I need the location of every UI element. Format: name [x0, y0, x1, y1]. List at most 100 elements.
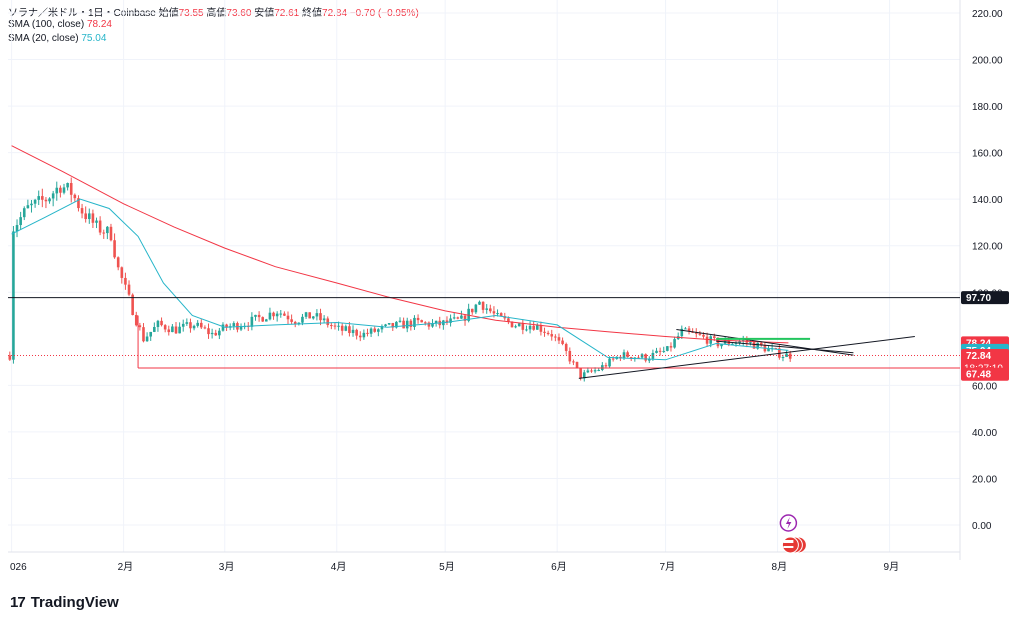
candle — [286, 311, 290, 325]
candle — [203, 325, 207, 330]
candle — [214, 329, 218, 336]
legend-sma20[interactable]: SMA (20, close) 75.04 — [8, 33, 106, 44]
candle — [156, 319, 160, 332]
candle — [326, 316, 330, 328]
candle — [142, 323, 145, 343]
candle — [301, 313, 304, 326]
candle — [181, 319, 185, 332]
candle — [319, 308, 322, 326]
candle — [116, 256, 120, 271]
candle — [626, 350, 629, 358]
candle — [178, 322, 181, 334]
candle — [171, 324, 174, 333]
candle — [106, 226, 109, 240]
candle — [673, 336, 676, 349]
candle — [66, 182, 69, 191]
candle — [330, 322, 333, 330]
candle — [554, 334, 557, 342]
candle — [62, 183, 66, 195]
candle — [15, 219, 19, 238]
x-tick-label: 6月 — [551, 561, 567, 573]
candle — [355, 328, 358, 340]
y-tick-label: 160.00 — [972, 149, 1003, 160]
candle — [48, 197, 51, 204]
candle — [416, 314, 420, 324]
candle — [8, 351, 12, 361]
candle — [153, 322, 156, 333]
legend-sma100[interactable]: SMA (100, close) 78.24 — [8, 19, 112, 30]
candle — [785, 350, 788, 358]
candle — [456, 316, 460, 320]
x-tick-label: 3月 — [219, 561, 235, 573]
candle — [687, 325, 691, 335]
candle — [290, 314, 293, 325]
candles — [8, 177, 792, 382]
candle — [69, 177, 73, 203]
y-tick-label: 0.00 — [972, 521, 992, 532]
candle — [275, 311, 279, 322]
y-tick-label: 20.00 — [972, 474, 997, 485]
candle — [59, 185, 62, 198]
candle — [145, 332, 149, 342]
us-flag-events-icon[interactable] — [781, 536, 807, 554]
candle — [514, 324, 517, 329]
candle — [525, 325, 528, 332]
candle — [398, 317, 402, 323]
candle — [611, 356, 615, 362]
candle — [254, 314, 257, 321]
candle — [127, 280, 131, 297]
price-tag-67-48: 67.48 — [961, 367, 1009, 381]
sma100-line — [11, 145, 789, 344]
candle — [174, 321, 178, 334]
x-tick-label: 9月 — [884, 561, 900, 573]
candle — [272, 311, 275, 320]
candle — [138, 322, 142, 331]
candle — [759, 341, 763, 347]
y-tick-label: 60.00 — [972, 381, 997, 392]
candle — [358, 331, 362, 342]
sma20-line — [11, 198, 789, 361]
candle — [564, 342, 568, 355]
trendline[interactable] — [676, 329, 854, 356]
candle — [478, 300, 481, 305]
candle — [470, 308, 474, 315]
candle — [348, 321, 351, 337]
candle — [629, 356, 633, 362]
x-tick-label: 4月 — [331, 561, 347, 573]
trendline[interactable] — [578, 335, 915, 379]
trendline[interactable] — [716, 340, 854, 354]
candle — [366, 328, 369, 337]
candle — [738, 338, 741, 345]
candle — [561, 337, 564, 346]
candle — [373, 326, 377, 333]
candle — [109, 223, 113, 242]
candle — [95, 217, 98, 229]
price-tag-97-70: 97.70 — [961, 291, 1009, 305]
candle — [590, 368, 593, 373]
lightning-event-icon[interactable] — [779, 514, 798, 532]
candle — [261, 316, 265, 322]
candle — [474, 303, 478, 315]
candle — [199, 319, 203, 330]
candle — [572, 359, 575, 366]
candle — [257, 311, 261, 322]
candle — [33, 198, 37, 208]
candle — [163, 324, 167, 333]
candle — [763, 342, 767, 353]
candle — [423, 321, 427, 326]
tradingview-logo[interactable]: 17 TradingView — [10, 594, 119, 611]
candle — [449, 314, 452, 327]
candle — [239, 323, 243, 332]
candle — [73, 193, 77, 202]
candle — [91, 209, 95, 228]
candle — [489, 304, 492, 314]
candle — [756, 342, 759, 350]
x-tick-label: 026 — [10, 562, 27, 573]
candle — [377, 328, 380, 337]
candle — [658, 347, 662, 356]
tradingview-mark-icon: 17 — [10, 594, 26, 611]
candle — [655, 347, 658, 354]
candle — [680, 325, 684, 339]
candle — [546, 330, 550, 336]
